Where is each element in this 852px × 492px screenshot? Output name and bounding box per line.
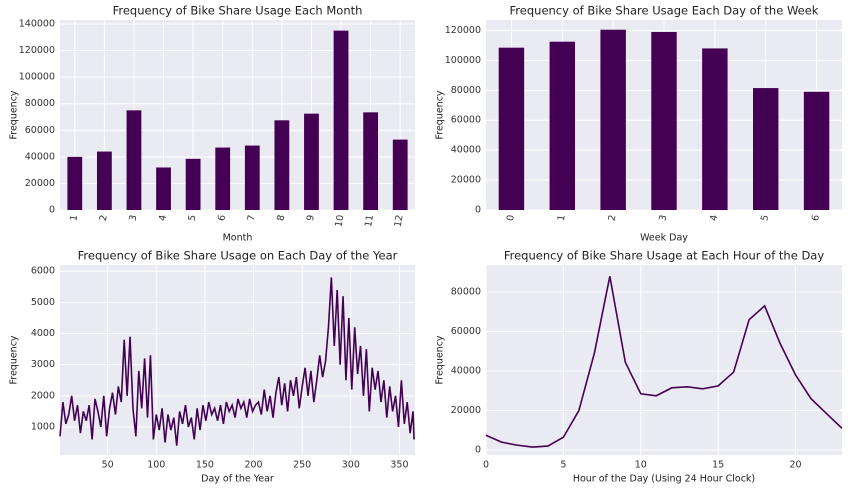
- bar: [185, 158, 201, 210]
- x-tick-label: 6: [810, 214, 822, 222]
- y-axis-label: Frequency: [435, 90, 446, 139]
- x-tick-label: 5: [560, 460, 566, 471]
- y-tick-label: 120000: [445, 25, 481, 36]
- x-axis-label: Week Day: [640, 233, 688, 244]
- y-tick-label: 20000: [451, 405, 481, 416]
- x-tick-label: 9: [305, 214, 317, 222]
- y-tick-label: 40000: [451, 145, 481, 156]
- y-tick-label: 60000: [25, 125, 55, 136]
- y-tick-label: 0: [475, 445, 481, 456]
- y-tick-label: 20000: [25, 178, 55, 189]
- y-tick-label: 40000: [451, 366, 481, 377]
- plot-area: [486, 265, 842, 455]
- x-tick-label: 11: [363, 214, 376, 228]
- x-tick-label: 2: [98, 214, 110, 222]
- y-tick-label: 1000: [31, 421, 55, 432]
- y-tick-label: 140000: [19, 18, 55, 29]
- x-tick-label: 6: [216, 214, 228, 222]
- bar: [702, 48, 728, 210]
- bar: [803, 91, 830, 210]
- x-tick-label: 200: [244, 460, 262, 471]
- bar: [600, 29, 626, 210]
- y-tick-label: 3000: [31, 359, 55, 370]
- chart-title: Frequency of Bike Share Usage on Each Da…: [78, 249, 398, 263]
- plot-area: [60, 20, 415, 210]
- x-tick-label: 0: [505, 214, 517, 222]
- x-tick-label: 12: [393, 214, 406, 228]
- y-tick-label: 80000: [451, 85, 481, 96]
- chart-title: Frequency of Bike Share Usage at Each Ho…: [504, 249, 825, 263]
- y-tick-label: 0: [49, 205, 55, 216]
- bar: [274, 120, 290, 210]
- y-tick-label: 40000: [25, 151, 55, 162]
- bar: [126, 110, 142, 210]
- x-tick-label: 8: [275, 214, 287, 222]
- bar: [651, 31, 677, 210]
- y-axis-label: Frequency: [9, 335, 20, 384]
- x-tick-label: 1: [556, 214, 568, 222]
- chart-title: Frequency of Bike Share Usage Each Month: [113, 4, 363, 18]
- y-tick-label: 60000: [451, 326, 481, 337]
- bar: [753, 88, 779, 210]
- x-tick-label: 10: [635, 460, 647, 471]
- x-tick-label: 3: [127, 214, 139, 222]
- line: [59, 277, 415, 446]
- x-tick-label: 150: [196, 460, 214, 471]
- bar: [549, 41, 575, 210]
- x-tick-label: 300: [342, 460, 360, 471]
- bar: [498, 47, 525, 210]
- bar: [156, 167, 171, 210]
- plot-area: [60, 265, 415, 455]
- y-tick-label: 100000: [19, 72, 55, 83]
- bar: [333, 30, 349, 211]
- y-tick-label: 2000: [31, 390, 55, 401]
- y-axis-label: Frequency: [9, 90, 20, 139]
- x-tick-label: 4: [708, 214, 720, 222]
- x-tick-label: 5: [759, 214, 771, 222]
- x-tick-label: 250: [293, 460, 311, 471]
- y-tick-label: 100000: [445, 55, 481, 66]
- x-tick-label: 350: [390, 460, 408, 471]
- y-tick-label: 60000: [451, 115, 481, 126]
- x-tick-label: 10: [334, 214, 347, 228]
- y-axis-label: Frequency: [435, 335, 446, 384]
- y-tick-label: 80000: [451, 287, 481, 298]
- y-tick-label: 6000: [31, 266, 55, 277]
- y-tick-label: 80000: [25, 98, 55, 109]
- bar: [244, 145, 260, 210]
- bar: [304, 113, 319, 210]
- bar: [392, 139, 408, 210]
- x-tick-label: 50: [102, 460, 114, 471]
- x-tick-label: 7: [246, 214, 258, 222]
- line: [485, 276, 843, 448]
- x-tick-label: 5: [187, 214, 199, 222]
- y-tick-label: 120000: [19, 45, 55, 56]
- y-tick-label: 5000: [31, 297, 55, 308]
- x-tick-label: 0: [483, 460, 489, 471]
- x-tick-label: 20: [790, 460, 802, 471]
- bar: [363, 112, 379, 210]
- x-tick-label: 15: [712, 460, 724, 471]
- x-axis-label: Month: [223, 233, 253, 244]
- bar: [215, 147, 231, 210]
- x-tick-label: 3: [658, 214, 670, 222]
- y-tick-label: 20000: [451, 175, 481, 186]
- y-tick-label: 4000: [31, 328, 55, 339]
- bar: [67, 156, 83, 210]
- x-tick-label: 100: [147, 460, 165, 471]
- x-axis-label: Hour of the Day (Using 24 Hour Clock): [573, 474, 755, 485]
- x-axis-label: Day of the Year: [201, 474, 274, 485]
- x-tick-label: 2: [607, 214, 619, 222]
- x-tick-label: 1: [68, 214, 80, 222]
- chart-title: Frequency of Bike Share Usage Each Day o…: [510, 4, 819, 18]
- bar: [96, 151, 112, 210]
- y-tick-label: 0: [475, 205, 481, 216]
- x-tick-label: 4: [157, 214, 169, 222]
